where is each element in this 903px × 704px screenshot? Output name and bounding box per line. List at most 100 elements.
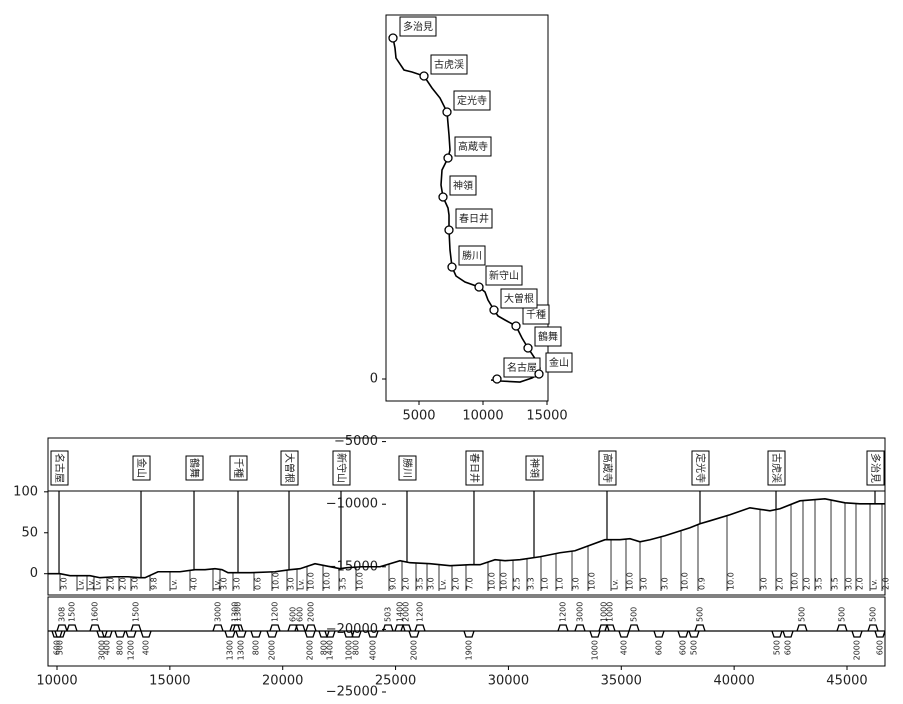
curve-bump <box>400 624 412 632</box>
station-label: 神領 <box>528 458 541 478</box>
station-label: 名古屋 <box>507 361 537 374</box>
curve-bump <box>212 624 224 632</box>
gradient-label: 3.5 <box>815 577 824 590</box>
curve-radius-label: 1200 <box>126 640 135 660</box>
gradient-label: 3.0 <box>572 577 581 590</box>
label-box <box>398 455 417 481</box>
label-box <box>500 288 538 309</box>
label-box <box>185 455 204 481</box>
station-marker <box>489 305 499 315</box>
gradient-label: Lv. <box>297 579 306 590</box>
station-marker <box>442 107 452 117</box>
curve-bump <box>628 624 640 632</box>
label-box <box>485 265 523 286</box>
curve-bump <box>677 630 689 638</box>
gradient-label: 10.0 <box>500 572 509 590</box>
curve-bump <box>851 630 863 638</box>
label-box <box>132 455 151 481</box>
gradient-label: 7.0 <box>465 577 474 590</box>
curve-bump <box>694 624 706 632</box>
x-tick-label: 15000 <box>526 409 567 424</box>
gradient-label: Lv. <box>870 579 879 590</box>
y-tick-label: −25000 <box>326 685 378 700</box>
curve-bump <box>382 624 394 632</box>
station-label: 高蔵寺 <box>601 453 614 483</box>
label-box <box>453 90 491 111</box>
curve-radius-label: 1400 <box>395 602 404 622</box>
gradient-label: Lv. <box>93 579 102 590</box>
y-tick-label: 0 <box>30 566 38 581</box>
elevation-line <box>48 497 885 579</box>
curve-bump <box>589 630 601 638</box>
station-label: 神領 <box>453 179 473 192</box>
gradient-label: Lv. <box>438 579 447 590</box>
gradient-label: Lv. <box>169 579 178 590</box>
curve-radius-label: 1300 <box>234 602 243 622</box>
curve-bump <box>653 630 665 638</box>
curve-bump <box>287 624 299 632</box>
gradient-label: Lv. <box>77 579 86 590</box>
label-box <box>280 450 299 486</box>
curve-radius-label: 400 <box>620 640 629 655</box>
curve-radius-label: 1200 <box>270 602 279 622</box>
gradient-label: Lv. <box>212 579 221 590</box>
curve-bump <box>604 624 616 632</box>
curve-bump <box>66 624 78 632</box>
gradient-label: 10.0 <box>791 572 800 590</box>
gradient-label: 10.0 <box>727 572 736 590</box>
station-label: 大曽根 <box>283 453 296 483</box>
curve-radius-label: 500 <box>696 607 705 622</box>
curve-radius-label: 3000 <box>575 602 584 622</box>
curve-radius-label: 1000 <box>591 640 600 660</box>
gradient-label: 1.0 <box>556 577 565 590</box>
label-box <box>598 450 617 486</box>
curve-bump <box>688 630 700 638</box>
curve-radius-label: 2000 <box>306 640 315 660</box>
curve-bump <box>343 630 355 638</box>
curve-bump <box>89 624 101 632</box>
station-label: 古虎渓 <box>770 453 783 483</box>
curve-bump <box>305 624 317 632</box>
profile-frame <box>47 490 886 596</box>
station-marker <box>474 282 484 292</box>
x-tick-label: 45000 <box>826 674 867 689</box>
gradient-label: 4.0 <box>189 577 198 590</box>
station-label: 高蔵寺 <box>458 140 488 153</box>
label-box <box>545 352 573 373</box>
curve-radius-label: 1500 <box>67 602 76 622</box>
curve-radius-label: 600 <box>53 640 62 655</box>
gradient-label: 3.0 <box>287 577 296 590</box>
y-tick-label: −20000 <box>326 622 378 637</box>
curve-bump <box>232 624 244 632</box>
curve-radius-label: 1000 <box>345 640 354 660</box>
station-marker <box>444 225 454 235</box>
curve-bump <box>235 630 247 638</box>
station-label: 新守山 <box>489 269 519 282</box>
curve-radius-label: 800 <box>116 640 125 655</box>
label-box <box>455 208 493 229</box>
curve-bump <box>101 630 113 638</box>
curve-bump <box>96 630 108 638</box>
label-box <box>449 175 477 196</box>
gradient-label: Lv. <box>611 579 620 590</box>
curve-radius-label: 800 <box>319 640 328 655</box>
curve-radius-label: 800 <box>352 640 361 655</box>
curve-bump <box>771 630 783 638</box>
x-tick-label: 10000 <box>462 409 503 424</box>
label-box <box>767 450 786 486</box>
curve-bump <box>414 624 426 632</box>
curve-bump <box>782 630 794 638</box>
gradient-label: 3.0 <box>427 577 436 590</box>
curve-radius-label: 2000 <box>410 640 419 660</box>
station-label: 勝川 <box>462 249 482 262</box>
gradient-label: 2.0 <box>119 577 128 590</box>
station-marker <box>438 192 448 202</box>
curve-bump <box>598 624 610 632</box>
gradient-label: 2.0 <box>107 577 116 590</box>
label-box <box>691 450 710 486</box>
gradient-label: 2.0 <box>402 577 411 590</box>
curve-bump <box>318 630 330 638</box>
gradient-label: 3.0 <box>760 577 769 590</box>
